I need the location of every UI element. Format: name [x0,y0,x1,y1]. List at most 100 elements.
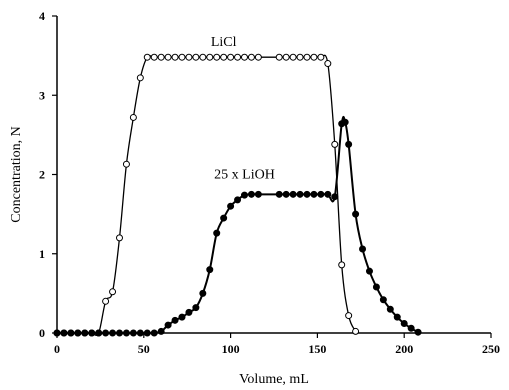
data-point [275,190,283,198]
data-point [338,261,346,269]
data-point [143,53,151,61]
data-point [289,53,297,61]
y-tick-label: 1 [39,247,45,261]
data-point [359,245,367,253]
data-point [129,329,137,337]
plot-area: 0 50 100 150 200 250 0 1 2 3 4 LiCl 25 x LiOH [39,9,500,356]
data-point [317,53,325,61]
data-point [115,234,123,242]
data-point [220,214,228,222]
data-point [324,190,332,198]
data-point [178,53,186,61]
data-point [296,190,304,198]
data-point [365,267,373,275]
data-point [341,118,349,126]
data-point [310,53,318,61]
data-point [81,329,89,337]
data-point [53,329,61,337]
data-point [109,288,117,296]
series-line [56,115,419,335]
data-point [345,312,353,320]
data-point [345,140,353,148]
data-point [352,210,360,218]
data-point [234,196,242,204]
data-point [88,329,96,337]
data-point [282,190,290,198]
data-point [352,327,360,335]
data-point [331,193,339,201]
data-point [199,53,207,61]
data-point [157,327,165,335]
data-point [303,53,311,61]
data-point [185,53,193,61]
annotation-layer: LiCl 25 x LiOH [211,35,275,182]
y-tick-label: 2 [39,168,45,182]
data-point [60,329,68,337]
data-point [164,53,172,61]
data-point [206,53,214,61]
data-point [282,53,290,61]
data-point [310,190,318,198]
data-point [289,190,297,198]
x-tick-label: 0 [54,342,60,356]
data-point [95,329,103,337]
series-annotation: LiCl [211,35,237,50]
data-point [240,53,248,61]
data-point [67,329,75,337]
data-point [136,74,144,82]
series-lioh [53,115,422,337]
data-point [185,308,193,316]
data-point [227,202,235,210]
x-tick-label: 200 [395,342,413,356]
data-point [115,329,123,337]
y-tick-label: 4 [39,9,45,23]
data-point [296,53,304,61]
data-point [192,53,200,61]
series-annotation: 25 x LiOH [214,167,275,182]
data-point [386,305,394,313]
data-point [178,313,186,321]
data-point [192,304,200,312]
data-point [213,229,221,237]
data-point [220,53,228,61]
data-point [122,329,130,337]
data-point [102,297,110,305]
x-tick-label: 150 [308,342,326,356]
data-point [414,328,422,336]
data-point [74,329,82,337]
data-point [109,329,117,337]
data-point [275,53,283,61]
x-tick-label: 100 [222,342,240,356]
data-point [171,316,179,324]
x-tick-label: 50 [138,342,150,356]
x-tick-label: 250 [482,342,500,356]
series-layer [53,53,422,337]
data-point [254,53,262,61]
y-tick-label: 0 [39,326,45,340]
data-point [379,296,387,304]
data-point [136,329,144,337]
data-point [122,160,130,168]
data-point [240,191,248,199]
data-point [254,190,262,198]
data-point [407,324,415,332]
data-point [206,266,214,274]
data-point [372,283,380,291]
data-point [143,329,151,337]
y-tick-label: 3 [39,88,45,102]
data-point [102,329,110,337]
data-point [393,313,401,321]
data-point [234,53,242,61]
data-point [317,190,325,198]
data-point [400,319,408,327]
x-axis-ticks: 0 50 100 150 200 250 [54,333,500,356]
data-point [199,289,207,297]
data-point [129,113,137,121]
data-point [303,190,311,198]
y-axis-title: Concentration, N [9,126,24,222]
data-point [150,329,158,337]
data-point [157,53,165,61]
x-axis-title: Volume, mL [239,372,309,387]
data-point [213,53,221,61]
